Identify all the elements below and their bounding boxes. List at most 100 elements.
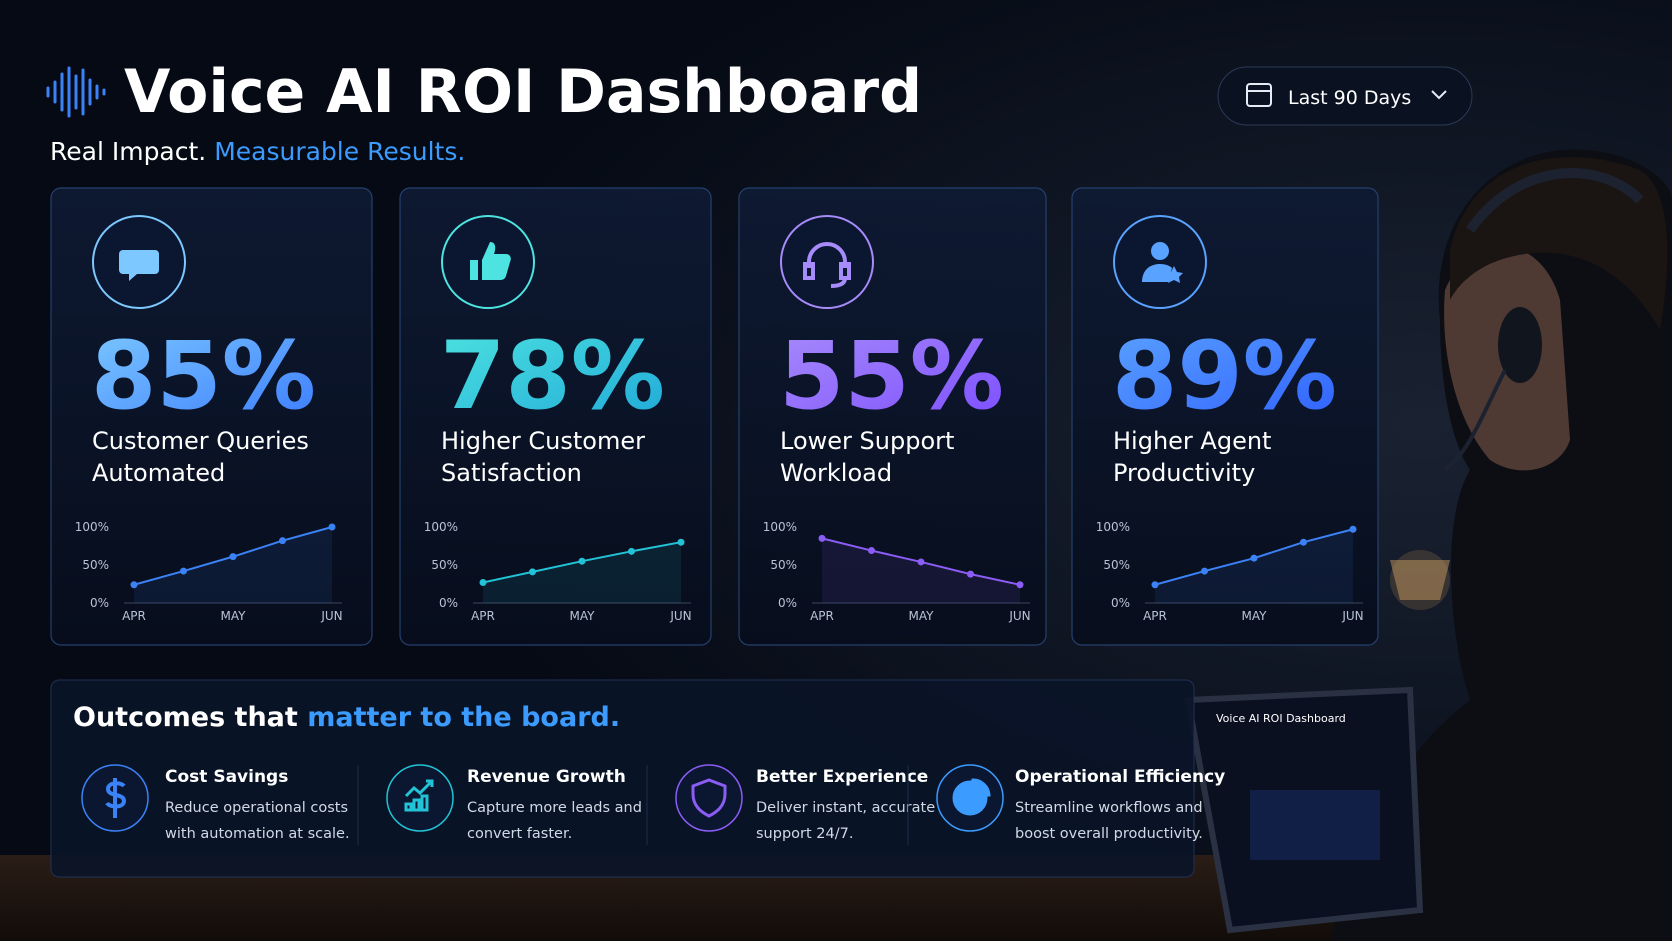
data-point [1300, 538, 1307, 546]
card-label: Satisfaction [441, 459, 582, 487]
card-icon [119, 250, 159, 281]
data-point [578, 557, 586, 565]
y-tick-label: 100% [763, 520, 797, 534]
tablet-chart-glow [1250, 790, 1380, 860]
tablet: Voice AI ROI Dashboard [1184, 686, 1424, 934]
data-point [917, 558, 925, 566]
date-picker-box[interactable] [1217, 66, 1473, 126]
date-picker[interactable]: Last 90 Days [1217, 66, 1473, 126]
outcome-items: Cost Savings Reduce operational costs with… [81, 764, 1225, 845]
tablet-body [1184, 686, 1424, 934]
outcome-icon [404, 779, 434, 812]
y-tick-label: 0% [778, 596, 797, 610]
y-tick-label: 0% [90, 596, 109, 610]
data-point [818, 534, 826, 542]
card-icon [1142, 242, 1183, 283]
outcomes-heading-start: Outcomes that [73, 702, 307, 733]
x-tick-label: APR [810, 609, 834, 623]
tablet-title: Voice AI ROI Dashboard [1216, 712, 1346, 725]
outcome-icon-ring [386, 764, 454, 832]
y-tick-label: 100% [75, 520, 109, 534]
outcomes-heading: Outcomes that matter to the board. [73, 702, 620, 733]
outcome-description: Streamline workflows and [1015, 800, 1203, 816]
outcome-description: convert faster. [467, 826, 572, 842]
card-icon-ring [1113, 215, 1207, 309]
card-label: Higher Customer [441, 427, 645, 455]
headset [1465, 168, 1644, 233]
data-point [229, 553, 237, 561]
outcome-description: support 24/7. [756, 826, 853, 842]
data-point [130, 581, 138, 589]
page-title: Voice AI ROI Dashboard [124, 57, 922, 127]
headset-mic [1443, 369, 1507, 472]
subtitle-highlight: Measurable Results. [214, 137, 465, 166]
outcome-title: Cost Savings [165, 767, 288, 787]
data-point [1250, 554, 1258, 562]
y-tick-label: 0% [439, 596, 458, 610]
x-tick-label: JUN [1008, 609, 1030, 623]
card-stat: 78% [440, 322, 665, 431]
outcome-item: Operational Efficiency Streamline workflo… [907, 764, 1225, 845]
dropdown-chevron[interactable] [1431, 90, 1447, 100]
card-label: Workload [780, 459, 892, 487]
data-point [1349, 525, 1357, 533]
outcome-title: Operational Efficiency [1015, 767, 1225, 787]
outcomes-heading-highlight: matter to the board. [307, 702, 620, 733]
subtitle: Real Impact. Measurable Results. [50, 137, 465, 166]
x-tick-label: JUN [320, 609, 342, 623]
data-point [1016, 581, 1024, 589]
kpi-card: 78%Higher Customer Satisfaction 0% 50% 100% A… [399, 187, 712, 646]
data-point [628, 547, 635, 555]
card-stat: 89% [1112, 322, 1337, 431]
data-point [328, 523, 336, 531]
x-tick-label: MAY [221, 609, 247, 623]
date-range-label[interactable]: Last 90 Days [1288, 87, 1411, 109]
y-tick-label: 50% [770, 558, 797, 572]
data-point [1151, 581, 1159, 589]
y-tick-label: 0% [1111, 596, 1130, 610]
card-icon-ring [780, 215, 874, 309]
area [1155, 529, 1353, 603]
card-label: Customer Queries [92, 427, 309, 455]
subtitle-start: Real Impact. [50, 137, 214, 166]
card-label: Lower Support [780, 427, 954, 455]
data-point [529, 568, 536, 576]
card-stat: 85% [91, 322, 316, 431]
outcome-icon [105, 778, 127, 818]
x-tick-label: JUN [1341, 609, 1363, 623]
logo [46, 66, 106, 118]
outcome-title: Revenue Growth [467, 767, 626, 787]
y-tick-label: 50% [82, 558, 109, 572]
x-tick-label: APR [471, 609, 495, 623]
outcome-icon [952, 778, 991, 816]
data-point [479, 578, 487, 586]
outcome-item: Revenue Growth Capture more leads and conv… [357, 764, 642, 845]
outcome-icon-ring [675, 764, 743, 832]
x-tick-label: MAY [570, 609, 596, 623]
kpi-card: 85%Customer Queries Automated 0% 50% 100% APR… [50, 187, 373, 646]
y-tick-label: 50% [431, 558, 458, 572]
calendar-icon [1246, 83, 1272, 107]
outcome-title: Better Experience [756, 767, 928, 787]
outcome-description: Deliver instant, accurate [756, 800, 935, 816]
headset-cup [1498, 307, 1542, 383]
data-point [967, 570, 974, 578]
outcome-icon [691, 778, 727, 818]
outcome-description: boost overall productivity. [1015, 826, 1203, 842]
data-point [279, 537, 286, 545]
x-tick-label: MAY [909, 609, 935, 623]
card-stat: 55% [779, 322, 1004, 431]
card-label: Productivity [1113, 459, 1255, 487]
card-icon [803, 242, 851, 288]
data-point [180, 567, 187, 575]
kpi-card: 89%Higher Agent Productivity 0% 50% 100% APR M… [1071, 187, 1379, 646]
area [134, 527, 332, 603]
card-icon [470, 242, 511, 280]
x-tick-label: APR [122, 609, 146, 623]
data-point [1201, 567, 1208, 575]
person [1330, 149, 1672, 941]
area [822, 538, 1020, 603]
x-tick-label: MAY [1242, 609, 1268, 623]
